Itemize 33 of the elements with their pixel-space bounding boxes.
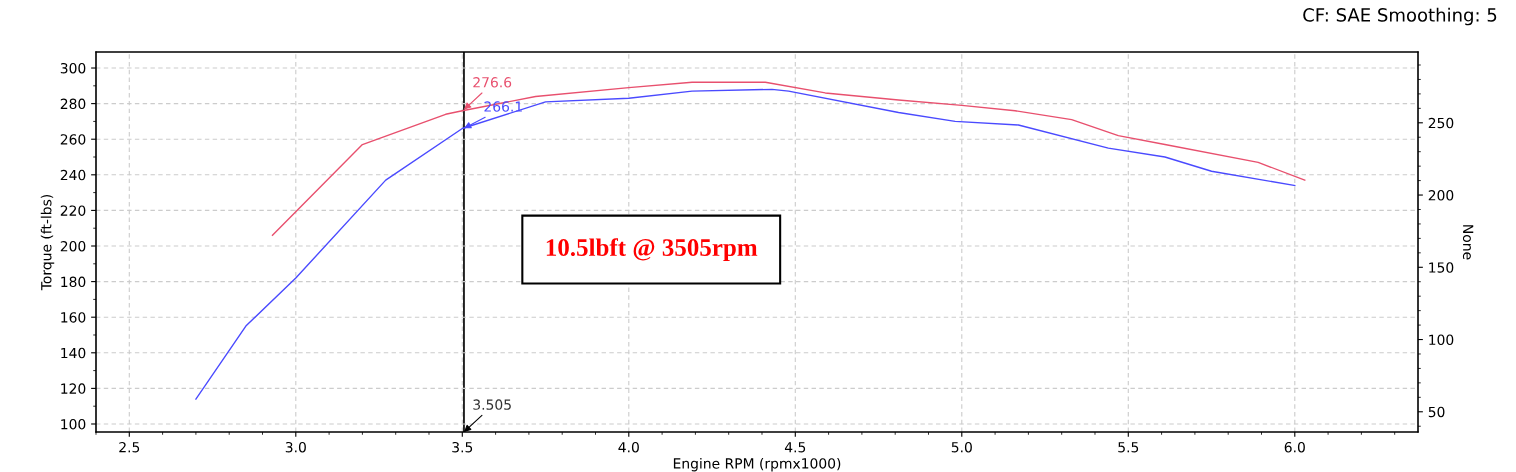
- y-tick-label: 180: [61, 276, 86, 288]
- y-tick-label: 140: [61, 347, 86, 359]
- annotation: 10.5lbft @ 3505rpm: [546, 238, 758, 262]
- y-tick-label: 200: [60, 240, 86, 252]
- y2-tick-label: 50: [1428, 406, 1445, 418]
- line-series: [195, 88, 1296, 400]
- y-tick-label: 220: [60, 205, 86, 216]
- y2-axis-title: None: [1462, 225, 1474, 260]
- y-tick-label: 100: [61, 418, 86, 430]
- y2-tick-label: 200: [1428, 190, 1454, 201]
- text: CF: SAE Smoothing: 5: [1303, 7, 1497, 26]
- y-tick-label: 160: [61, 312, 86, 323]
- ref-line-label: 3.505: [473, 399, 511, 410]
- y-tick-label: 240: [60, 169, 86, 181]
- y-axis-title: Torque (ft-lbs): [40, 194, 55, 291]
- y-tick-label: 120: [61, 383, 86, 394]
- x-tick-label: 4.5: [784, 442, 806, 453]
- x-tick-label: 2.5: [119, 441, 140, 453]
- x-tick-label: 5.5: [1118, 442, 1139, 453]
- x-tick-label: 3.0: [285, 441, 306, 453]
- annotation: 276.6: [473, 77, 512, 88]
- y2-tick-label: 150: [1429, 262, 1454, 273]
- y-tick-label: 300: [60, 62, 86, 74]
- y2-tick-label: 250: [1428, 117, 1454, 129]
- y-tick-label: 260: [60, 134, 86, 145]
- x-tick-label: 5.0: [951, 441, 972, 453]
- annotation: 266.1: [484, 101, 522, 112]
- x-axis-title: Engine RPM (rpmx1000): [673, 457, 841, 472]
- x-tick-label: 3.5: [452, 441, 473, 453]
- y-tick-label: 280: [60, 98, 86, 110]
- x-tick-label: 4.0: [618, 441, 639, 453]
- x-tick-label: 6.0: [1284, 441, 1305, 453]
- y2-tick-label: 100: [1429, 334, 1454, 345]
